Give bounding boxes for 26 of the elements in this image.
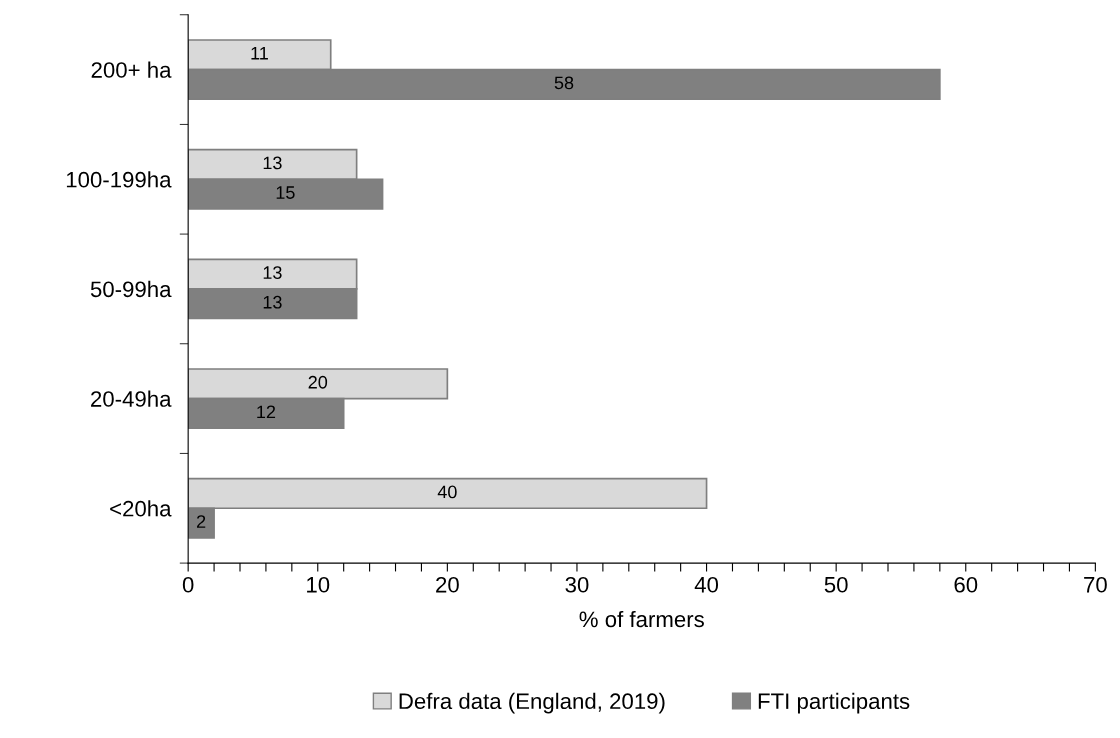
x-tick-label: 60 [954,576,978,593]
x-axis-title: % of farmers [579,610,704,628]
y-tick-label: 100-199ha [66,171,172,188]
x-tick-label: 20 [436,576,459,593]
y-tick-label: <20ha [110,500,172,517]
legend-label: Defra data (England, 2019) [399,692,665,714]
x-tick-label: 10 [307,576,330,593]
x-tick-label: 0 [182,576,194,593]
x-tick-label: 50 [824,576,848,593]
data-label: 11 [251,47,268,60]
legend-label: FTI participants [758,692,910,714]
data-label: 13 [263,156,282,170]
data-label: 15 [276,186,295,199]
y-tick-label: 200+ ha [91,61,172,78]
data-label: 2 [197,515,206,528]
data-label: 13 [263,266,282,279]
data-label: 12 [257,405,276,419]
data-label: 40 [437,485,457,499]
y-tick-label: 20-49ha [91,390,172,407]
y-tick-label: 50-99ha [90,280,172,298]
x-tick-label: 40 [694,576,719,593]
data-label: 20 [308,375,328,389]
data-label: 58 [554,76,574,90]
data-label: 13 [263,295,282,309]
x-tick-label: 30 [565,576,589,593]
x-tick-label: 70 [1084,576,1107,593]
